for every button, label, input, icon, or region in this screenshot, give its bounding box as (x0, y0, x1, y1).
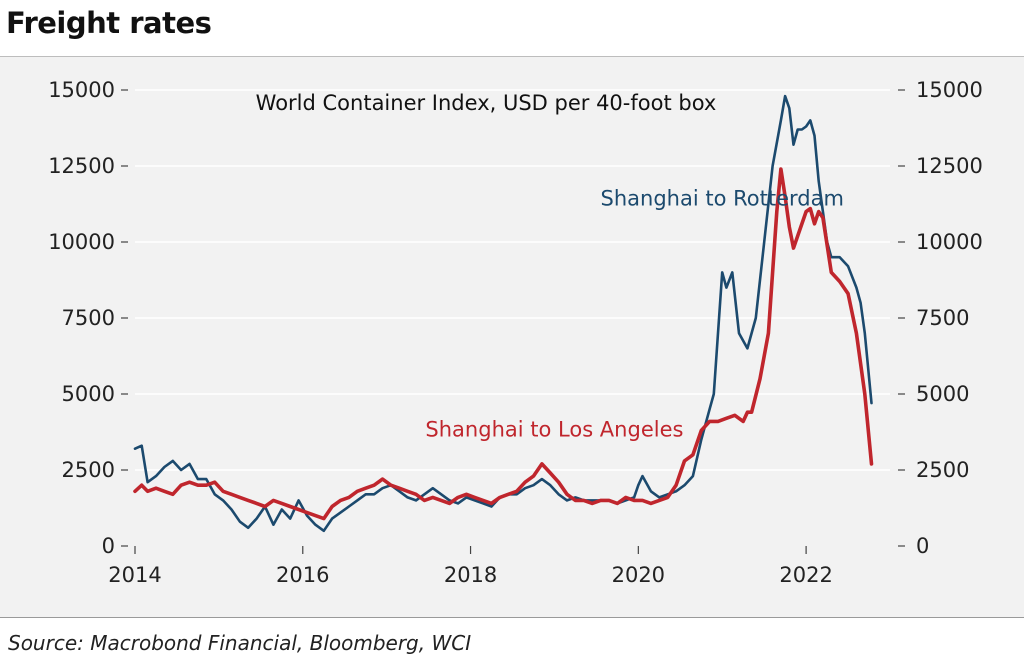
series-line-shanghai-rotterdam (133, 94, 873, 533)
x-tick-label: 2022 (779, 563, 832, 587)
x-tick-label: 2020 (612, 563, 665, 587)
y-tick-label-right: 10000 (916, 230, 983, 254)
source-note: Source: Macrobond Financial, Bloomberg, … (8, 631, 472, 655)
line-chart: 0 0 2500 2500 5000 5000 7500 7500 10000 10000 1250… (48, 78, 983, 587)
y-tick-label-right: 5000 (916, 382, 969, 406)
x-tick-label: 2014 (108, 563, 161, 587)
y-tick-label-left: 7500 (62, 306, 115, 330)
y-tick-label-right: 2500 (916, 458, 969, 482)
y-tick-label-right: 12500 (916, 154, 983, 178)
axes: 0 0 2500 2500 5000 5000 7500 7500 10000 10000 1250… (48, 78, 983, 587)
label-shanghai-los-angeles: Shanghai to Los Angeles (425, 418, 683, 442)
y-tick-label-left: 12500 (48, 154, 115, 178)
series-lines (133, 94, 874, 533)
y-tick-label-left: 2500 (62, 458, 115, 482)
y-tick-label-right: 15000 (916, 78, 983, 102)
footer-band: Source: Macrobond Financial, Bloomberg, … (0, 617, 1024, 666)
x-tick-label: 2016 (276, 563, 329, 587)
y-tick-label-right: 7500 (916, 306, 969, 330)
chart-title: Freight rates (6, 6, 212, 40)
y-tick-label-left: 10000 (48, 230, 115, 254)
y-tick-label-left: 0 (102, 534, 115, 558)
y-tick-label-left: 15000 (48, 78, 115, 102)
y-tick-label-left: 5000 (62, 382, 115, 406)
series-line-shanghai-los-angeles (133, 167, 874, 521)
y-tick-label-right: 0 (916, 534, 929, 558)
header-band: Freight rates (0, 0, 1024, 57)
x-tick-label: 2018 (444, 563, 497, 587)
series-labels: Shanghai to Rotterdam Shanghai to Los Ang… (425, 187, 843, 442)
label-shanghai-rotterdam: Shanghai to Rotterdam (601, 187, 844, 211)
chart-subtitle: World Container Index, USD per 40-foot b… (256, 91, 717, 115)
